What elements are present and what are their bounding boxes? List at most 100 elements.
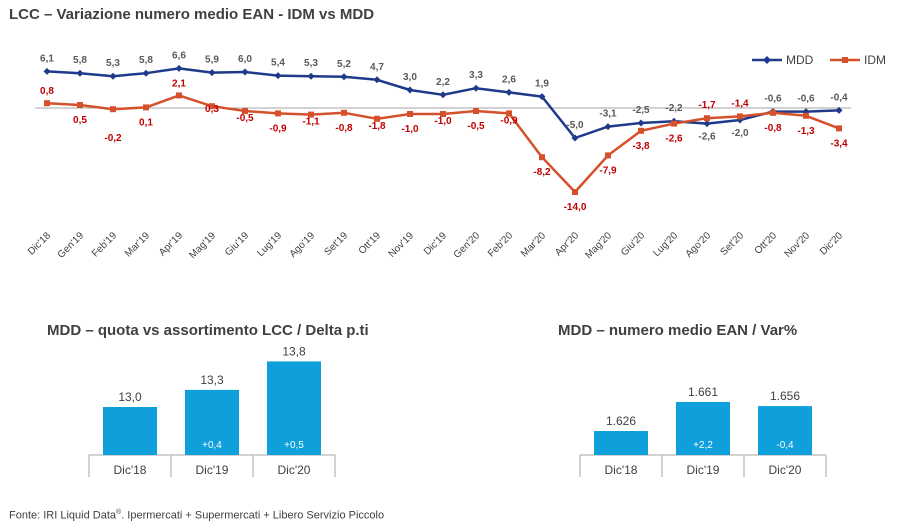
bar-value-label: 1.656 xyxy=(770,389,800,403)
data-label-mdd: -0,4 xyxy=(830,92,848,103)
point-mdd xyxy=(505,88,513,96)
x-tick-label: Mag'20 xyxy=(583,230,614,261)
point-mdd xyxy=(373,76,381,84)
data-label-mdd: 5,8 xyxy=(73,55,87,66)
data-label-idm: -3,8 xyxy=(632,141,650,152)
x-tick-label: Dic'18 xyxy=(114,463,147,477)
bar-delta-label: +0,4 xyxy=(202,440,222,451)
data-label-mdd: 2,2 xyxy=(436,77,450,88)
data-label-idm: -7,9 xyxy=(599,165,617,176)
point-idm xyxy=(374,115,380,122)
legend-label-idm: IDM xyxy=(864,53,886,67)
x-tick-label: Apr'20 xyxy=(553,230,581,258)
data-label-mdd: 3,3 xyxy=(469,70,483,81)
data-label-mdd: 1,9 xyxy=(535,79,549,90)
point-mdd xyxy=(571,134,579,142)
legend-label-mdd: MDD xyxy=(786,53,814,67)
data-label-idm: -2,6 xyxy=(665,134,683,145)
data-label-idm: -1,0 xyxy=(434,116,452,127)
point-mdd xyxy=(307,72,315,80)
point-idm xyxy=(209,103,215,110)
point-idm xyxy=(110,106,116,113)
bar-value-label: 1.626 xyxy=(606,414,636,428)
point-idm xyxy=(341,109,347,116)
point-mdd xyxy=(76,69,84,77)
point-mdd xyxy=(472,84,480,92)
data-label-idm: -0,5 xyxy=(236,113,254,124)
point-idm xyxy=(770,109,776,116)
bar xyxy=(103,407,157,455)
x-tick-label: Mar'19 xyxy=(123,230,152,259)
line-chart: 6,1 5,8 5,3 5,8 6,6 5,9 6,0 5,4 5,3 5,2 4,7 3,0 2,2 3… xyxy=(26,50,886,261)
series-line-idm xyxy=(46,94,840,194)
data-label-idm: -3,4 xyxy=(830,138,848,149)
data-label-mdd: -0,6 xyxy=(797,94,815,105)
point-idm xyxy=(275,110,281,117)
x-tick-label: Gen'19 xyxy=(56,230,87,261)
data-label-idm: 0,1 xyxy=(139,117,153,128)
point-mdd xyxy=(439,91,447,99)
x-tick-label: Gen'20 xyxy=(452,230,483,261)
data-label-idm: -1,3 xyxy=(797,126,815,137)
data-label-idm: -1,4 xyxy=(731,98,749,109)
bar-value-label: 13,8 xyxy=(282,344,306,358)
data-label-mdd: -3,1 xyxy=(599,109,617,120)
bar-value-label: 1.661 xyxy=(688,385,718,399)
x-tick-label: Feb'20 xyxy=(486,230,515,259)
data-label-mdd: 6,1 xyxy=(40,53,54,64)
data-label-mdd: 4,7 xyxy=(370,62,384,73)
bar-value-label: 13,3 xyxy=(200,373,224,387)
point-mdd xyxy=(274,72,282,80)
point-idm xyxy=(638,127,644,134)
point-mdd xyxy=(604,123,612,131)
x-tick-label: Nov'19 xyxy=(387,230,417,260)
point-mdd xyxy=(109,72,117,80)
legend-marker-idm xyxy=(842,57,848,63)
data-label-idm: -8,2 xyxy=(533,167,551,178)
x-tick-label: Mar'20 xyxy=(519,230,548,259)
data-label-mdd: 6,6 xyxy=(172,50,186,61)
point-idm xyxy=(605,152,611,159)
data-label-mdd: 6,0 xyxy=(238,54,252,65)
point-idm xyxy=(440,111,446,117)
x-tick-label: Lug'20 xyxy=(651,230,680,259)
footer-suffix: . Ipermercati + Supermercati + Libero Se… xyxy=(121,509,385,522)
x-tick-label: Mag'19 xyxy=(187,230,218,261)
x-tick-label: Lug'19 xyxy=(255,230,284,259)
x-tick-label: Set'19 xyxy=(323,230,351,258)
x-tick-label: Dic'18 xyxy=(605,463,638,477)
point-idm xyxy=(539,154,545,161)
data-label-mdd: -2,0 xyxy=(731,128,749,139)
line-chart-title: LCC – Variazione numero medio EAN - IDM … xyxy=(9,6,375,23)
x-tick-label: Dic'18 xyxy=(26,230,54,258)
data-label-mdd: 5,3 xyxy=(304,58,318,69)
bar-delta-label: +0,5 xyxy=(284,440,304,451)
point-idm xyxy=(44,100,50,107)
bar-delta-label: +2,2 xyxy=(693,440,713,451)
point-mdd xyxy=(703,120,711,128)
x-tick-label: Giu'20 xyxy=(619,230,647,258)
data-label-idm: 0,5 xyxy=(73,115,87,126)
data-label-idm: -1,1 xyxy=(302,117,320,128)
data-label-mdd: 5,9 xyxy=(205,55,219,66)
data-label-idm: 2,1 xyxy=(172,78,186,89)
point-mdd xyxy=(340,73,348,81)
x-tick-label: Apr'19 xyxy=(157,230,185,258)
ean-bar-chart: 1.626 Dic'18 1.661 +2,2 Dic'19 1.656 -0,4 Dic'2… xyxy=(579,385,827,477)
x-tick-label: Ott'19 xyxy=(357,230,384,257)
x-tick-label: Ago'19 xyxy=(288,230,318,260)
data-label-idm: -0,2 xyxy=(104,133,122,144)
data-label-idm: -0,8 xyxy=(764,123,782,134)
data-label-mdd: 5,8 xyxy=(139,55,153,66)
point-mdd xyxy=(241,68,249,76)
x-tick-label: Giu'19 xyxy=(223,230,251,258)
data-label-mdd: 5,2 xyxy=(337,59,351,70)
data-label-idm: -1,7 xyxy=(698,100,716,111)
point-mdd xyxy=(637,119,645,127)
point-mdd xyxy=(406,86,414,94)
bar-value-label: 13,0 xyxy=(118,390,142,404)
point-mdd xyxy=(142,69,150,77)
legend-marker-mdd xyxy=(763,56,771,64)
data-label-mdd: 3,0 xyxy=(403,72,417,83)
point-idm xyxy=(572,189,578,195)
